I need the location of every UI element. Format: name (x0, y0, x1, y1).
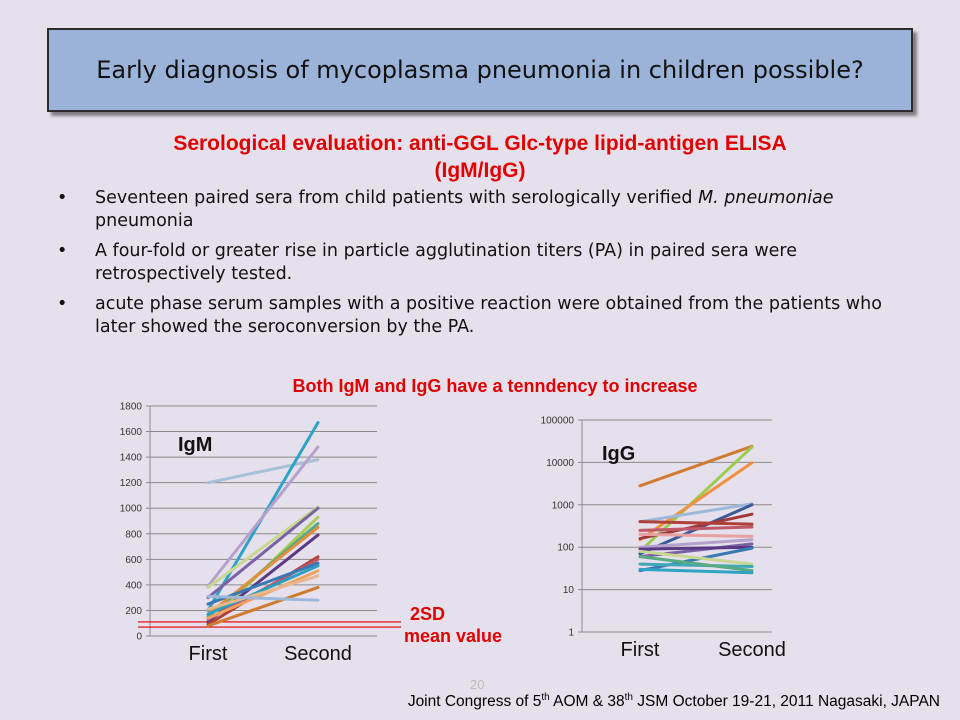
y-tick-label: 0 (136, 632, 142, 643)
bullet-dot-icon: • (57, 294, 68, 314)
bullet-item: • A four-fold or greater rise in particle… (55, 240, 915, 286)
y-tick-label: 200 (125, 606, 142, 617)
x-category-label: Second (284, 643, 352, 665)
y-tick-label: 100000 (541, 416, 575, 427)
y-tick-label: 1000 (552, 500, 575, 511)
series-line (206, 594, 320, 602)
y-tick-label: 600 (125, 555, 142, 566)
series-line (638, 567, 754, 575)
bullet-list: • Seventeen paired sera from child patien… (55, 187, 915, 346)
title-box: Early diagnosis of mycoplasma pneumonia … (47, 28, 913, 112)
series-line (206, 574, 320, 611)
bullet-item: • Seventeen paired sera from child patien… (55, 187, 915, 233)
igg-chart: 1 10 100 1000 10000 100000 First Second IgG (541, 416, 786, 662)
series-line (638, 502, 754, 524)
y-tick-label: 1800 (120, 402, 143, 413)
label-2sd: 2SD (410, 604, 446, 624)
series-line (206, 525, 320, 616)
x-category-label: First (621, 639, 660, 661)
bullet-text: A four-fold or greater rise in particle … (95, 241, 797, 284)
series-line (638, 546, 754, 573)
y-tick-label: 1600 (120, 427, 143, 438)
footer-part-1: Joint Congress of 5 (407, 693, 542, 711)
series-line (206, 564, 320, 616)
chart-caption: Both IgM and IgG have a tenndency to inc… (292, 376, 698, 396)
footer-sup-1: th (541, 692, 550, 703)
bullet-text: Seventeen paired sera from child patient… (95, 188, 699, 208)
bullet-dot-icon: • (57, 241, 68, 261)
bullet-dot-icon: • (57, 188, 68, 208)
series-line (638, 538, 754, 549)
footer-part-2: AOM & 38 (549, 693, 625, 711)
subtitle-line-2: (IgM/IgG) (434, 159, 526, 182)
series-line (206, 505, 320, 589)
y-tick-label: 800 (125, 529, 142, 540)
slide-subtitle: Serological evaluation: anti-GGL Glc-typ… (60, 130, 900, 184)
y-tick-label: 1200 (120, 478, 143, 489)
series-line (638, 520, 754, 526)
series-line (206, 569, 320, 620)
subtitle-line-1: Serological evaluation: anti-GGL Glc-typ… (173, 132, 787, 155)
footer-part-3: JSM October 19-21, 2011 Nagasaki, JAPAN (633, 693, 940, 711)
series-line (206, 585, 320, 628)
y-tick-label: 400 (125, 580, 142, 591)
y-tick-label: 10000 (546, 458, 574, 469)
y-tick-label: 1 (568, 628, 574, 639)
series-line (206, 506, 320, 600)
bullet-italic-text: M. pneumoniae (698, 188, 834, 208)
series-line (638, 532, 754, 538)
series-line (206, 445, 320, 588)
slide-title: Early diagnosis of mycoplasma pneumonia … (96, 56, 864, 84)
series-line (206, 458, 320, 485)
footer-sup-2: th (624, 692, 633, 703)
x-category-label: First (189, 643, 228, 665)
y-tick-label: 1400 (120, 453, 143, 464)
series-line (638, 525, 754, 532)
series-line (638, 461, 754, 542)
series-line (638, 562, 754, 569)
series-line (638, 545, 754, 551)
bullet-text: acute phase serum samples with a positiv… (95, 294, 882, 337)
label-mean-value: mean value (404, 626, 503, 646)
y-tick-label: 10 (563, 585, 575, 596)
chart-title: IgM (178, 434, 212, 456)
x-category-label: Second (718, 639, 786, 661)
y-tick-label: 100 (557, 543, 574, 554)
igm-chart: 0 200 400 600 800 1000 1200 1400 1600 1800 First Se… (120, 402, 401, 665)
chart-title: IgG (602, 443, 635, 465)
series-line (638, 555, 754, 573)
bullet-text-tail: pneumonia (95, 211, 194, 231)
y-tick-label: 1000 (120, 504, 143, 515)
series-line (638, 444, 754, 488)
footer-text: Joint Congress of 5th AOM & 38th JSM Oct… (408, 692, 940, 711)
page-number: 20 (470, 677, 485, 692)
series-line (638, 549, 754, 566)
bullet-item: • acute phase serum samples with a positi… (55, 293, 915, 339)
